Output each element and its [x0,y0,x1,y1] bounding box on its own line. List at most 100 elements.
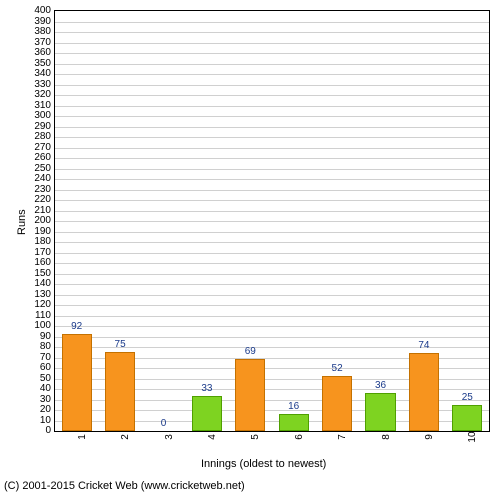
gridline [55,284,489,285]
y-tick-label: 90 [40,332,51,342]
y-tick-label: 140 [34,279,51,289]
gridline [55,326,489,327]
gridline [55,64,489,65]
gridline [55,74,489,75]
y-tick-label: 190 [34,227,51,237]
bar-value-label: 0 [161,418,167,429]
gridline [55,316,489,317]
x-tick-label: 6 [294,434,305,440]
bar-value-label: 25 [462,392,473,403]
y-tick-label: 10 [40,416,51,426]
y-tick-label: 150 [34,269,51,279]
gridline [55,106,489,107]
y-tick-label: 280 [34,132,51,142]
gridline [55,253,489,254]
y-tick-label: 400 [34,6,51,16]
y-tick-label: 210 [34,206,51,216]
bar [279,414,309,431]
gridline [55,179,489,180]
gridline [55,148,489,149]
gridline [55,85,489,86]
y-tick-label: 290 [34,122,51,132]
gridline [55,22,489,23]
x-tick-label: 9 [424,434,435,440]
y-tick-label: 340 [34,69,51,79]
y-tick-label: 270 [34,143,51,153]
y-tick-label: 70 [40,353,51,363]
gridline [55,43,489,44]
y-tick-label: 300 [34,111,51,121]
bar-value-label: 74 [418,340,429,351]
x-tick-label: 2 [120,434,131,440]
gridline [55,53,489,54]
bar [322,376,352,431]
gridline [55,32,489,33]
x-tick-label: 3 [164,434,175,440]
gridline [55,263,489,264]
y-tick-label: 360 [34,48,51,58]
bar-value-label: 33 [201,383,212,394]
y-tick-label: 110 [35,311,51,321]
bar-value-label: 36 [375,380,386,391]
gridline [55,211,489,212]
copyright-text: (C) 2001-2015 Cricket Web (www.cricketwe… [4,480,245,492]
gridline [55,337,489,338]
y-tick-label: 0 [45,426,51,436]
y-tick-label: 40 [40,384,51,394]
gridline [55,116,489,117]
y-tick-label: 30 [40,395,51,405]
y-tick-label: 250 [34,164,51,174]
bar-value-label: 75 [115,339,126,350]
bar-value-label: 92 [71,321,82,332]
x-axis-title: Innings (oldest to newest) [201,458,326,470]
x-tick-label: 1 [77,434,88,440]
y-tick-label: 220 [34,195,51,205]
bar-value-label: 69 [245,346,256,357]
gridline [55,295,489,296]
y-tick-label: 260 [34,153,51,163]
chart-container: 0102030405060708090100110120130140150160… [0,0,500,500]
gridline [55,127,489,128]
y-tick-label: 380 [34,27,51,37]
y-tick-label: 320 [34,90,51,100]
y-tick-label: 100 [34,321,51,331]
gridline [55,95,489,96]
y-tick-label: 240 [34,174,51,184]
bar [235,359,265,431]
bar [105,352,135,431]
gridline [55,200,489,201]
x-tick-label: 4 [207,434,218,440]
gridline [55,190,489,191]
y-tick-label: 50 [40,374,51,384]
x-tick-label: 5 [250,434,261,440]
gridline [55,169,489,170]
gridline [55,242,489,243]
bar-value-label: 52 [332,363,343,374]
y-tick-label: 200 [34,216,51,226]
y-tick-label: 370 [34,38,51,48]
gridline [55,158,489,159]
x-tick-label: 7 [337,434,348,440]
gridline [55,137,489,138]
bar [62,334,92,431]
y-tick-label: 120 [34,300,51,310]
plot-area: 0102030405060708090100110120130140150160… [54,10,490,432]
y-tick-label: 350 [34,59,51,69]
y-tick-label: 180 [34,237,51,247]
y-tick-label: 20 [40,405,51,415]
bar-value-label: 16 [288,401,299,412]
y-tick-label: 160 [34,258,51,268]
bar [409,353,439,431]
gridline [55,232,489,233]
gridline [55,221,489,222]
y-tick-label: 230 [34,185,51,195]
y-tick-label: 60 [40,363,51,373]
y-tick-label: 390 [34,17,51,27]
y-tick-label: 170 [34,248,51,258]
bar [452,405,482,431]
x-tick-label: 8 [381,434,392,440]
bar [365,393,395,431]
gridline [55,274,489,275]
y-axis-title: Runs [16,209,28,235]
y-tick-label: 330 [34,80,51,90]
